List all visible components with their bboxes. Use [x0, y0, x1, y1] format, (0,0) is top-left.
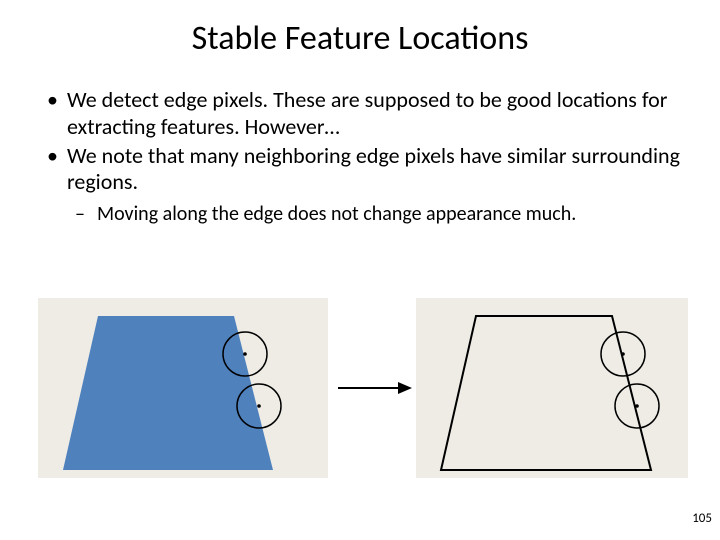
feature-dot [243, 352, 247, 356]
feature-dot [257, 404, 261, 408]
bullet-marker: • [45, 143, 67, 197]
bullet-text: We detect edge pixels. These are suppose… [67, 87, 680, 141]
subbullet-item: – Moving along the edge does not change … [45, 202, 680, 226]
slide-title: Stable Feature Locations [0, 18, 720, 59]
bullet-item: • We note that many neighboring edge pix… [45, 143, 680, 197]
arrow-head [398, 382, 412, 394]
bullet-item: • We detect edge pixels. These are suppo… [45, 87, 680, 141]
diagram-area [38, 298, 688, 478]
subbullet-text: Moving along the edge does not change ap… [97, 202, 680, 226]
diagram-svg [38, 298, 688, 478]
bullet-list: • We detect edge pixels. These are suppo… [0, 87, 720, 227]
subbullet-marker: – [75, 202, 97, 226]
slide: Stable Feature Locations • We detect edg… [0, 0, 720, 540]
bullet-text: We note that many neighboring edge pixel… [67, 143, 680, 197]
page-number: 105 [692, 511, 712, 526]
feature-dot [621, 352, 625, 356]
bullet-marker: • [45, 87, 67, 141]
feature-dot [635, 404, 639, 408]
